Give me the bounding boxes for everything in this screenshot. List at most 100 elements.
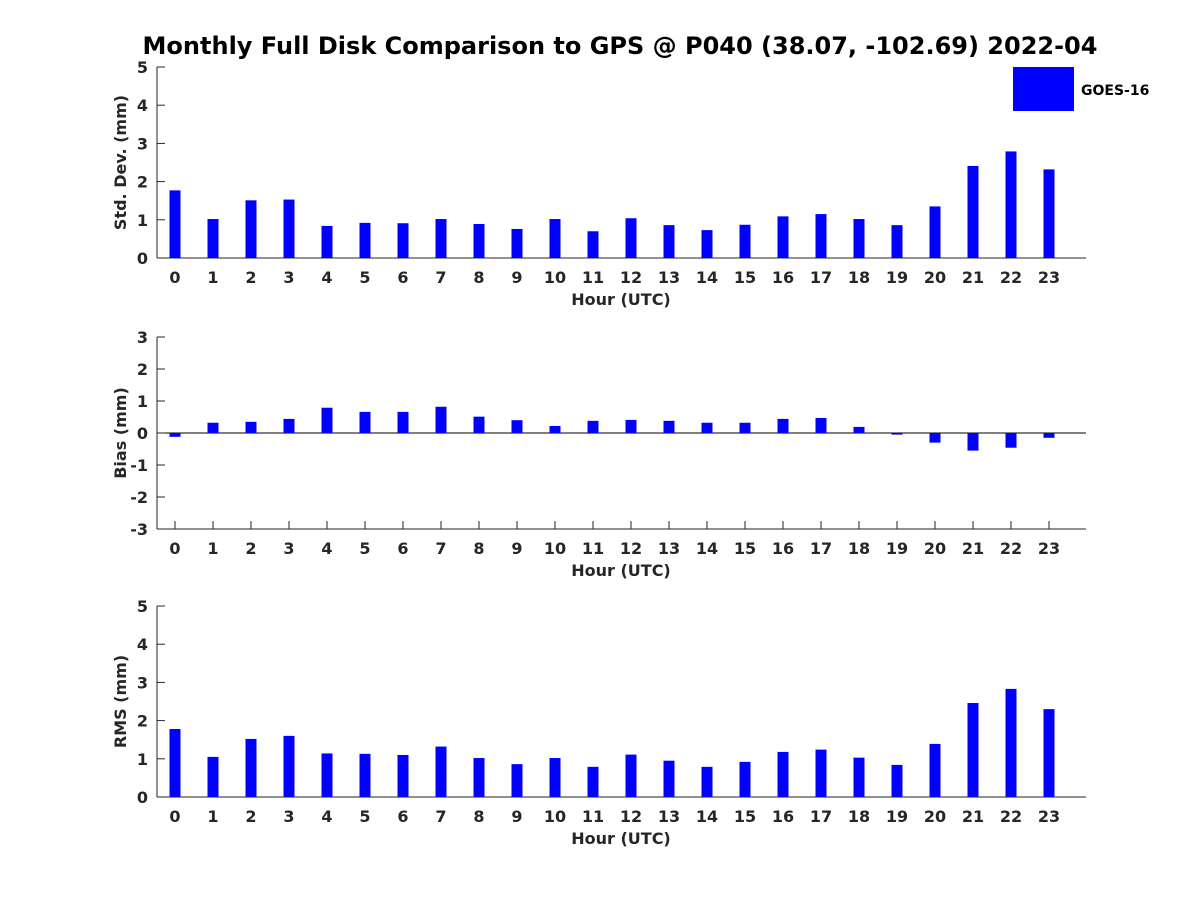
x-tick-label: 1 <box>207 539 218 558</box>
bar-hour-8 <box>473 224 485 258</box>
x-tick-label: 15 <box>734 268 756 287</box>
x-tick-label: 4 <box>321 539 332 558</box>
y-tick-label: -3 <box>130 520 148 539</box>
x-tick-label: 18 <box>848 807 870 826</box>
bar-hour-9 <box>511 228 523 258</box>
x-tick-label: 6 <box>397 807 408 826</box>
bar-hour-1 <box>207 422 219 433</box>
y-tick-label: 3 <box>137 328 148 347</box>
bar-hour-12 <box>625 218 637 258</box>
x-tick-label: 12 <box>620 268 642 287</box>
x-tick-label: 22 <box>1000 268 1022 287</box>
bar-hour-16 <box>777 216 789 258</box>
bar-hour-7 <box>435 406 447 433</box>
bar-hour-5 <box>359 753 371 797</box>
bar-hour-22 <box>1005 151 1017 258</box>
x-tick-label: 10 <box>544 539 566 558</box>
bar-hour-12 <box>625 419 637 433</box>
x-tick-label: 19 <box>886 539 908 558</box>
bar-hour-18 <box>853 426 865 433</box>
bar-hour-8 <box>473 758 485 797</box>
x-tick-label: 8 <box>473 268 484 287</box>
x-tick-label: 16 <box>772 268 794 287</box>
bar-hour-2 <box>245 421 257 433</box>
bar-hour-2 <box>245 200 257 258</box>
bar-hour-11 <box>587 766 599 797</box>
x-tick-label: 3 <box>283 807 294 826</box>
bar-hour-8 <box>473 416 485 433</box>
bar-hour-6 <box>397 411 409 433</box>
x-tick-label: 21 <box>962 807 984 826</box>
x-tick-label: 3 <box>283 539 294 558</box>
bar-hour-3 <box>283 418 295 433</box>
bar-hour-3 <box>283 735 295 797</box>
x-tick-label: 20 <box>924 807 946 826</box>
x-tick-label: 6 <box>397 539 408 558</box>
bar-hour-0 <box>169 190 181 258</box>
y-tick-label: 3 <box>137 673 148 692</box>
bar-hour-6 <box>397 223 409 258</box>
bar-hour-1 <box>207 756 219 797</box>
x-tick-label: 2 <box>245 539 256 558</box>
x-tick-label: 9 <box>511 807 522 826</box>
x-tick-label: 7 <box>435 539 446 558</box>
bar-hour-9 <box>511 420 523 433</box>
y-tick-label: 1 <box>137 750 148 769</box>
x-tick-label: 7 <box>435 268 446 287</box>
x-tick-label: 4 <box>321 268 332 287</box>
x-tick-label: 8 <box>473 539 484 558</box>
bar-hour-6 <box>397 754 409 797</box>
bar-hour-7 <box>435 746 447 797</box>
bar-hour-22 <box>1005 433 1017 448</box>
x-tick-label: 0 <box>169 539 180 558</box>
bar-hour-15 <box>739 761 751 797</box>
bar-hour-19 <box>891 433 903 435</box>
x-tick-label: 17 <box>810 268 832 287</box>
bar-hour-16 <box>777 418 789 433</box>
y-tick-label: 1 <box>137 392 148 411</box>
x-tick-label: 10 <box>544 807 566 826</box>
x-tick-label: 9 <box>511 268 522 287</box>
legend-swatch <box>1013 67 1074 111</box>
x-axis-label: Hour (UTC) <box>571 290 671 309</box>
x-tick-label: 11 <box>582 268 604 287</box>
x-tick-label: 10 <box>544 268 566 287</box>
x-tick-label: 7 <box>435 807 446 826</box>
bar-hour-11 <box>587 231 599 258</box>
bar-hour-17 <box>815 214 827 258</box>
bar-hour-23 <box>1043 433 1055 438</box>
x-tick-label: 12 <box>620 807 642 826</box>
bar-hour-20 <box>929 433 941 443</box>
y-tick-label: -1 <box>130 456 148 475</box>
y-tick-label: 2 <box>137 173 148 192</box>
bar-hour-0 <box>169 729 181 797</box>
bar-hour-10 <box>549 219 561 258</box>
x-tick-label: 1 <box>207 268 218 287</box>
x-tick-label: 22 <box>1000 807 1022 826</box>
x-tick-label: 17 <box>810 539 832 558</box>
x-tick-label: 18 <box>848 268 870 287</box>
y-tick-label: 3 <box>137 134 148 153</box>
x-tick-label: 19 <box>886 268 908 287</box>
x-tick-label: 14 <box>696 807 718 826</box>
x-tick-label: 21 <box>962 268 984 287</box>
bar-hour-13 <box>663 225 675 258</box>
x-tick-label: 6 <box>397 268 408 287</box>
bar-hour-18 <box>853 757 865 797</box>
x-tick-label: 20 <box>924 539 946 558</box>
x-tick-label: 18 <box>848 539 870 558</box>
bar-hour-14 <box>701 766 713 797</box>
x-tick-label: 13 <box>658 268 680 287</box>
y-tick-label: 5 <box>137 597 148 616</box>
x-tick-label: 5 <box>359 539 370 558</box>
bar-hour-5 <box>359 411 371 433</box>
x-tick-label: 3 <box>283 268 294 287</box>
bar-hour-13 <box>663 420 675 433</box>
bar-hour-20 <box>929 743 941 797</box>
bar-hour-5 <box>359 222 371 258</box>
bar-hour-19 <box>891 225 903 258</box>
